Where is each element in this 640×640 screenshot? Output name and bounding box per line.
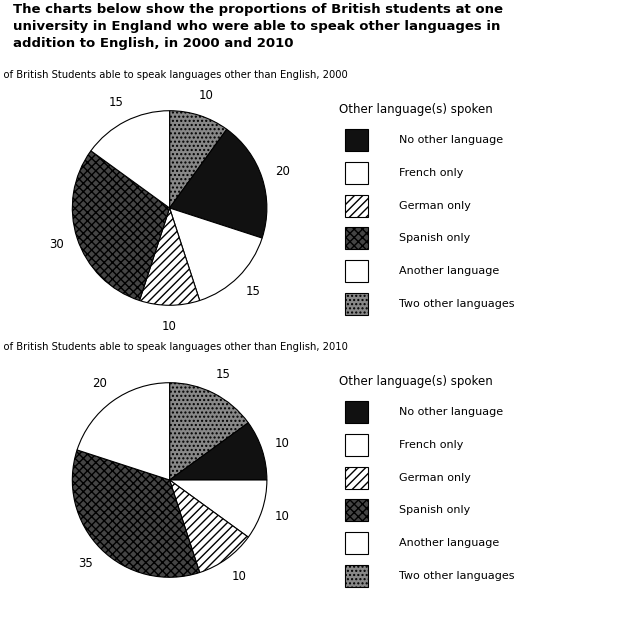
FancyBboxPatch shape [345, 467, 368, 488]
Text: 35: 35 [78, 557, 93, 570]
Text: The charts below show the proportions of British students at one
university in E: The charts below show the proportions of… [13, 3, 503, 50]
FancyBboxPatch shape [345, 499, 368, 522]
Text: French only: French only [399, 168, 463, 178]
Text: 20: 20 [92, 378, 108, 390]
Wedge shape [77, 383, 170, 480]
Title: % of British Students able to speak languages other than English, 2000: % of British Students able to speak lang… [0, 70, 348, 80]
FancyBboxPatch shape [345, 227, 368, 250]
Text: Spanish only: Spanish only [399, 506, 470, 515]
FancyBboxPatch shape [345, 532, 368, 554]
Text: 10: 10 [275, 437, 290, 450]
Wedge shape [170, 480, 248, 573]
Text: No other language: No other language [399, 135, 503, 145]
Text: 20: 20 [275, 165, 290, 178]
Wedge shape [170, 111, 227, 208]
Text: Two other languages: Two other languages [399, 571, 515, 581]
Wedge shape [170, 423, 267, 480]
FancyBboxPatch shape [345, 162, 368, 184]
Text: 15: 15 [216, 368, 231, 381]
Text: Spanish only: Spanish only [399, 234, 470, 243]
FancyBboxPatch shape [345, 260, 368, 282]
Text: 15: 15 [246, 285, 261, 298]
Text: French only: French only [399, 440, 463, 450]
Wedge shape [72, 151, 170, 301]
Wedge shape [170, 480, 267, 537]
Text: 10: 10 [232, 570, 247, 582]
FancyBboxPatch shape [345, 565, 368, 587]
FancyBboxPatch shape [345, 434, 368, 456]
Text: German only: German only [399, 200, 471, 211]
Text: German only: German only [399, 472, 471, 483]
FancyBboxPatch shape [345, 129, 368, 151]
Text: 30: 30 [49, 238, 64, 251]
Text: 10: 10 [162, 320, 177, 333]
Wedge shape [170, 383, 248, 480]
Text: Another language: Another language [399, 538, 499, 548]
FancyBboxPatch shape [345, 401, 368, 423]
Wedge shape [170, 129, 267, 238]
FancyBboxPatch shape [345, 195, 368, 216]
Text: No other language: No other language [399, 407, 503, 417]
Text: 10: 10 [275, 510, 290, 523]
Text: Another language: Another language [399, 266, 499, 276]
Wedge shape [170, 208, 262, 301]
Text: Other language(s) spoken: Other language(s) spoken [339, 376, 493, 388]
Wedge shape [140, 208, 200, 305]
FancyBboxPatch shape [345, 293, 368, 315]
Wedge shape [91, 111, 170, 208]
Text: 15: 15 [108, 96, 123, 109]
Text: 10: 10 [199, 88, 214, 102]
Text: Two other languages: Two other languages [399, 299, 515, 309]
Text: Other language(s) spoken: Other language(s) spoken [339, 104, 493, 116]
Title: % of British Students able to speak languages other than English, 2010: % of British Students able to speak lang… [0, 342, 348, 352]
Wedge shape [72, 450, 200, 577]
